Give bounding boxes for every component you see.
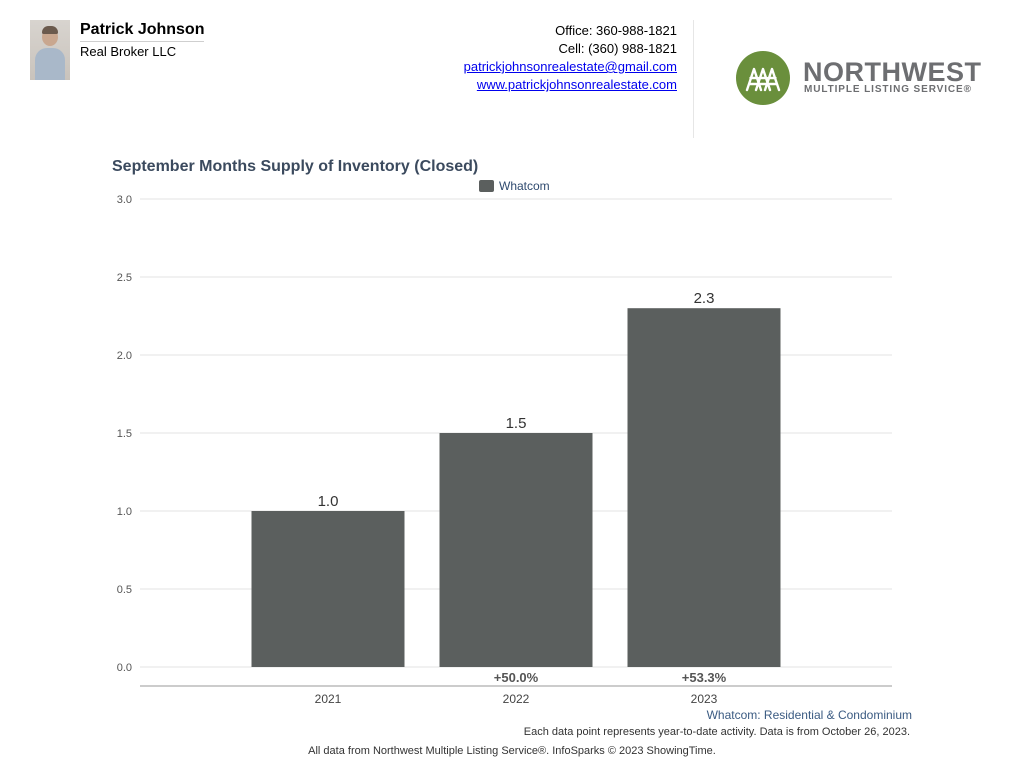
chart-legend: Whatcom (479, 179, 550, 193)
x-tick-label: 2021 (315, 692, 342, 706)
bar (627, 308, 781, 667)
cell-phone: Cell: (360) 988-1821 (558, 41, 677, 56)
footer-source: All data from Northwest Multiple Listing… (308, 745, 716, 757)
photo-body-shape (35, 48, 65, 80)
bar (251, 511, 405, 667)
y-tick-label: 1.5 (117, 428, 132, 440)
y-tick-label: 2.5 (117, 272, 132, 284)
legend-swatch (479, 180, 494, 192)
y-tick-label: 0.0 (117, 662, 132, 674)
legend-label: Whatcom (499, 179, 550, 193)
y-tick-label: 3.0 (117, 194, 132, 206)
bar-value-label: 1.0 (318, 493, 339, 510)
photo-hair-shape (42, 26, 58, 34)
logo-tagline: MULTIPLE LISTING SERVICE® (804, 84, 972, 95)
bar-value-label: 2.3 (694, 290, 715, 307)
y-tick-label: 2.0 (117, 350, 132, 362)
x-tick-label: 2023 (691, 692, 718, 706)
chart-subtitle: Whatcom: Residential & Condominium (706, 708, 912, 722)
y-tick-label: 1.0 (117, 506, 132, 518)
email-link[interactable]: patrickjohnsonrealestate@gmail.com (463, 59, 677, 74)
footer-note: Each data point represents year-to-date … (523, 726, 910, 738)
logo-name: NORTHWEST (803, 57, 982, 87)
office-phone: Office: 360-988-1821 (555, 23, 677, 38)
chart-title: September Months Supply of Inventory (Cl… (112, 158, 479, 175)
bar-change-label: +50.0% (494, 670, 539, 685)
header-divider (693, 20, 694, 138)
agent-company: Real Broker LLC (80, 44, 177, 59)
logo-tree-3 (763, 67, 781, 92)
bar-value-label: 1.5 (506, 415, 527, 432)
contact-block: Office: 360-988-1821 Cell: (360) 988-182… (464, 22, 677, 94)
bar (439, 433, 593, 667)
nwmls-logo-icon (736, 51, 790, 105)
y-tick-label: 0.5 (117, 584, 132, 596)
agent-photo (30, 20, 70, 80)
website-link[interactable]: www.patrickjohnsonrealestate.com (476, 77, 677, 92)
bar-change-label: +53.3% (682, 670, 727, 685)
x-tick-label: 2022 (503, 692, 530, 706)
agent-name: Patrick Johnson (80, 21, 205, 42)
